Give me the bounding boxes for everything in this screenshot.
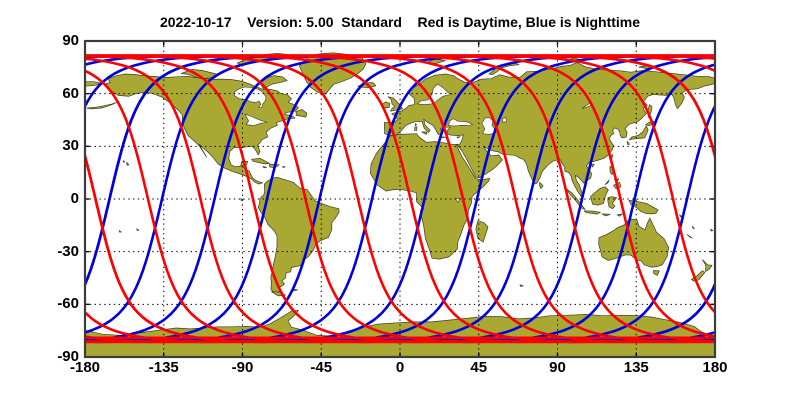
ground-track-night — [357, 54, 702, 344]
ground-track-night — [85, 54, 387, 342]
ground-track-day — [396, 54, 715, 343]
chart-title: 2022-10-17 Version: 5.00 Standard Red is… — [159, 14, 641, 30]
landmass-new_caledonia — [686, 234, 693, 239]
ground-track-day — [133, 54, 478, 344]
landmass-kerguelen — [519, 284, 524, 287]
plot-frame — [83, 39, 717, 359]
ground-track-night — [95, 54, 439, 344]
landmass-fiji — [710, 228, 714, 232]
landmass-corsica — [415, 123, 417, 126]
landmass-madagascar — [475, 220, 489, 243]
landmass-honshu — [628, 125, 649, 141]
ground-track-night — [85, 54, 334, 334]
y-tick-label: 30 — [62, 137, 79, 155]
ground-track-day — [448, 54, 715, 338]
y-tick-label: -90 — [57, 348, 79, 365]
ground-track-day — [501, 54, 715, 315]
landmass-cuba — [251, 157, 270, 165]
ground-track-night — [200, 54, 544, 344]
x-tick-label: 90 — [549, 359, 566, 376]
landmass-sulawesi — [607, 196, 617, 210]
ground-track-night — [85, 54, 229, 110]
landmass-sardinia — [414, 126, 418, 131]
ground-track-night — [462, 63, 715, 344]
ground-track-day — [291, 54, 635, 344]
landmass-cyprus — [456, 136, 461, 139]
y-tick-label: -60 — [57, 295, 79, 313]
landmass-crete — [441, 136, 447, 139]
y-tick-label: 60 — [62, 84, 79, 102]
landmass-palawan — [604, 179, 610, 185]
landmass-tasmania — [653, 270, 660, 276]
ground-track-night — [726, 56, 800, 342]
landmass-cook_society_1 — [118, 230, 122, 233]
landmass-sicily — [421, 131, 428, 135]
x-tick-label: 180 — [702, 359, 728, 376]
y-tick-label: 90 — [62, 32, 79, 49]
y-tick-label: 0 — [70, 190, 79, 207]
ground-track-day — [85, 69, 320, 344]
water-black_sea — [448, 118, 473, 127]
landmass-kyushu — [626, 141, 630, 145]
water-aral_sea — [502, 117, 508, 123]
landmass-cook_society_2 — [136, 228, 140, 231]
ground-track-day — [553, 54, 715, 162]
landmass-sri_lanka — [539, 181, 544, 189]
x-tick-label: -135 — [148, 359, 179, 376]
landmass-borneo — [590, 186, 609, 206]
ground-track-night — [147, 54, 492, 344]
water-lake_victoria — [455, 198, 461, 203]
landmass-hawaii_2 — [126, 161, 130, 166]
ground-track-night — [779, 56, 800, 342]
landmass-aleutians — [86, 102, 117, 110]
landmass-java — [583, 210, 601, 215]
water-hudson_bay — [233, 86, 267, 108]
landmass-africa — [369, 133, 490, 260]
ground-track-night — [515, 103, 715, 344]
landmass-new_guinea — [628, 200, 659, 215]
x-tick-label: 45 — [470, 359, 488, 376]
ground-track-day — [85, 151, 268, 344]
x-tick-label: 135 — [623, 359, 649, 376]
ground-track-day — [343, 54, 688, 344]
ground-track-night — [85, 54, 282, 288]
landmass-newfoundland — [295, 109, 308, 118]
landmass-puerto_rico — [282, 166, 286, 168]
landmass-vanuatu — [691, 225, 695, 230]
x-tick-label: 0 — [395, 359, 405, 376]
ground-track-night — [410, 55, 715, 344]
water-layer — [233, 83, 592, 203]
ground-track-day — [711, 54, 715, 58]
ground-track-day — [186, 54, 530, 344]
ground-track-day — [765, 56, 800, 342]
landmass-nz_north — [702, 259, 713, 272]
ground-track-night — [252, 54, 597, 344]
y-tick-label: -30 — [57, 242, 79, 260]
x-tick-label: -90 — [231, 359, 254, 376]
water-great_lakes — [244, 113, 268, 126]
satellite-tracks-night — [85, 54, 800, 344]
ground-track-day — [238, 54, 583, 344]
landmass-hawaii_1 — [122, 160, 126, 163]
ground-track-night — [567, 281, 715, 344]
landmass-lesser_sunda — [601, 213, 611, 217]
landmass-timor — [616, 213, 623, 217]
ground-track-day — [85, 57, 373, 344]
satellite-tracks-day — [85, 54, 800, 344]
x-tick-label: -45 — [310, 359, 333, 376]
x-tick-label: -180 — [69, 359, 101, 376]
ground-track-night — [305, 54, 649, 344]
ground-track-day — [85, 54, 425, 344]
landmass-jamaica — [262, 166, 267, 169]
